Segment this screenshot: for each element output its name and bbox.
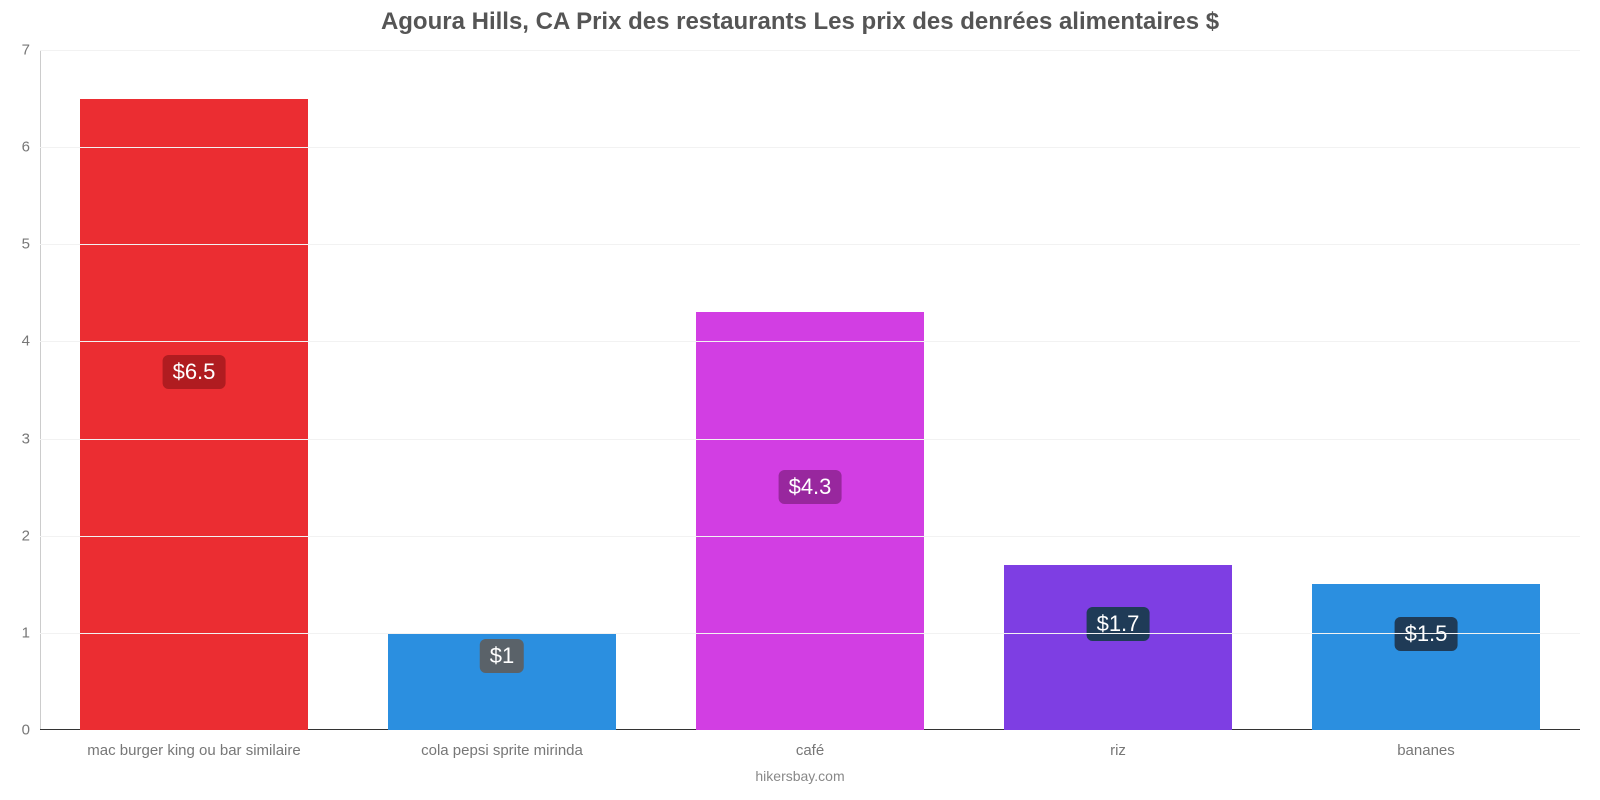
bar-value-label: $4.3	[779, 470, 842, 504]
x-tick-label: café	[796, 730, 824, 759]
gridline	[40, 439, 1580, 440]
x-tick-label: bananes	[1397, 730, 1455, 759]
y-tick-label: 4	[22, 333, 40, 350]
plot-area: $6.5$1$4.3$1.7$1.5 01234567mac burger ki…	[40, 50, 1580, 730]
gridline	[40, 244, 1580, 245]
x-tick-label: mac burger king ou bar similaire	[87, 730, 300, 759]
chart-title: Agoura Hills, CA Prix des restaurants Le…	[0, 8, 1600, 36]
y-tick-label: 2	[22, 527, 40, 544]
bar-value-label: $1	[480, 639, 524, 673]
y-tick-label: 1	[22, 624, 40, 641]
bar-value-label: $6.5	[163, 355, 226, 389]
bar-value-label: $1.7	[1087, 607, 1150, 641]
bar	[1312, 584, 1540, 730]
x-tick-label: cola pepsi sprite mirinda	[421, 730, 583, 759]
gridline	[40, 341, 1580, 342]
bar	[1004, 565, 1232, 730]
bar-value-label: $1.5	[1395, 617, 1458, 651]
bar	[696, 312, 924, 730]
y-tick-label: 6	[22, 139, 40, 156]
gridline	[40, 50, 1580, 51]
gridline	[40, 536, 1580, 537]
bar	[80, 99, 308, 730]
y-tick-label: 5	[22, 236, 40, 253]
x-tick-label: riz	[1110, 730, 1126, 759]
gridline	[40, 633, 1580, 634]
bars-layer: $6.5 $1 $4.3 $1.7 $1.5	[40, 50, 1580, 730]
chart-footer: hikersbay.com	[0, 768, 1600, 784]
gridline	[40, 147, 1580, 148]
y-tick-label: 0	[22, 722, 40, 739]
y-tick-label: 7	[22, 42, 40, 59]
y-tick-label: 3	[22, 430, 40, 447]
price-chart: Agoura Hills, CA Prix des restaurants Le…	[0, 0, 1600, 800]
